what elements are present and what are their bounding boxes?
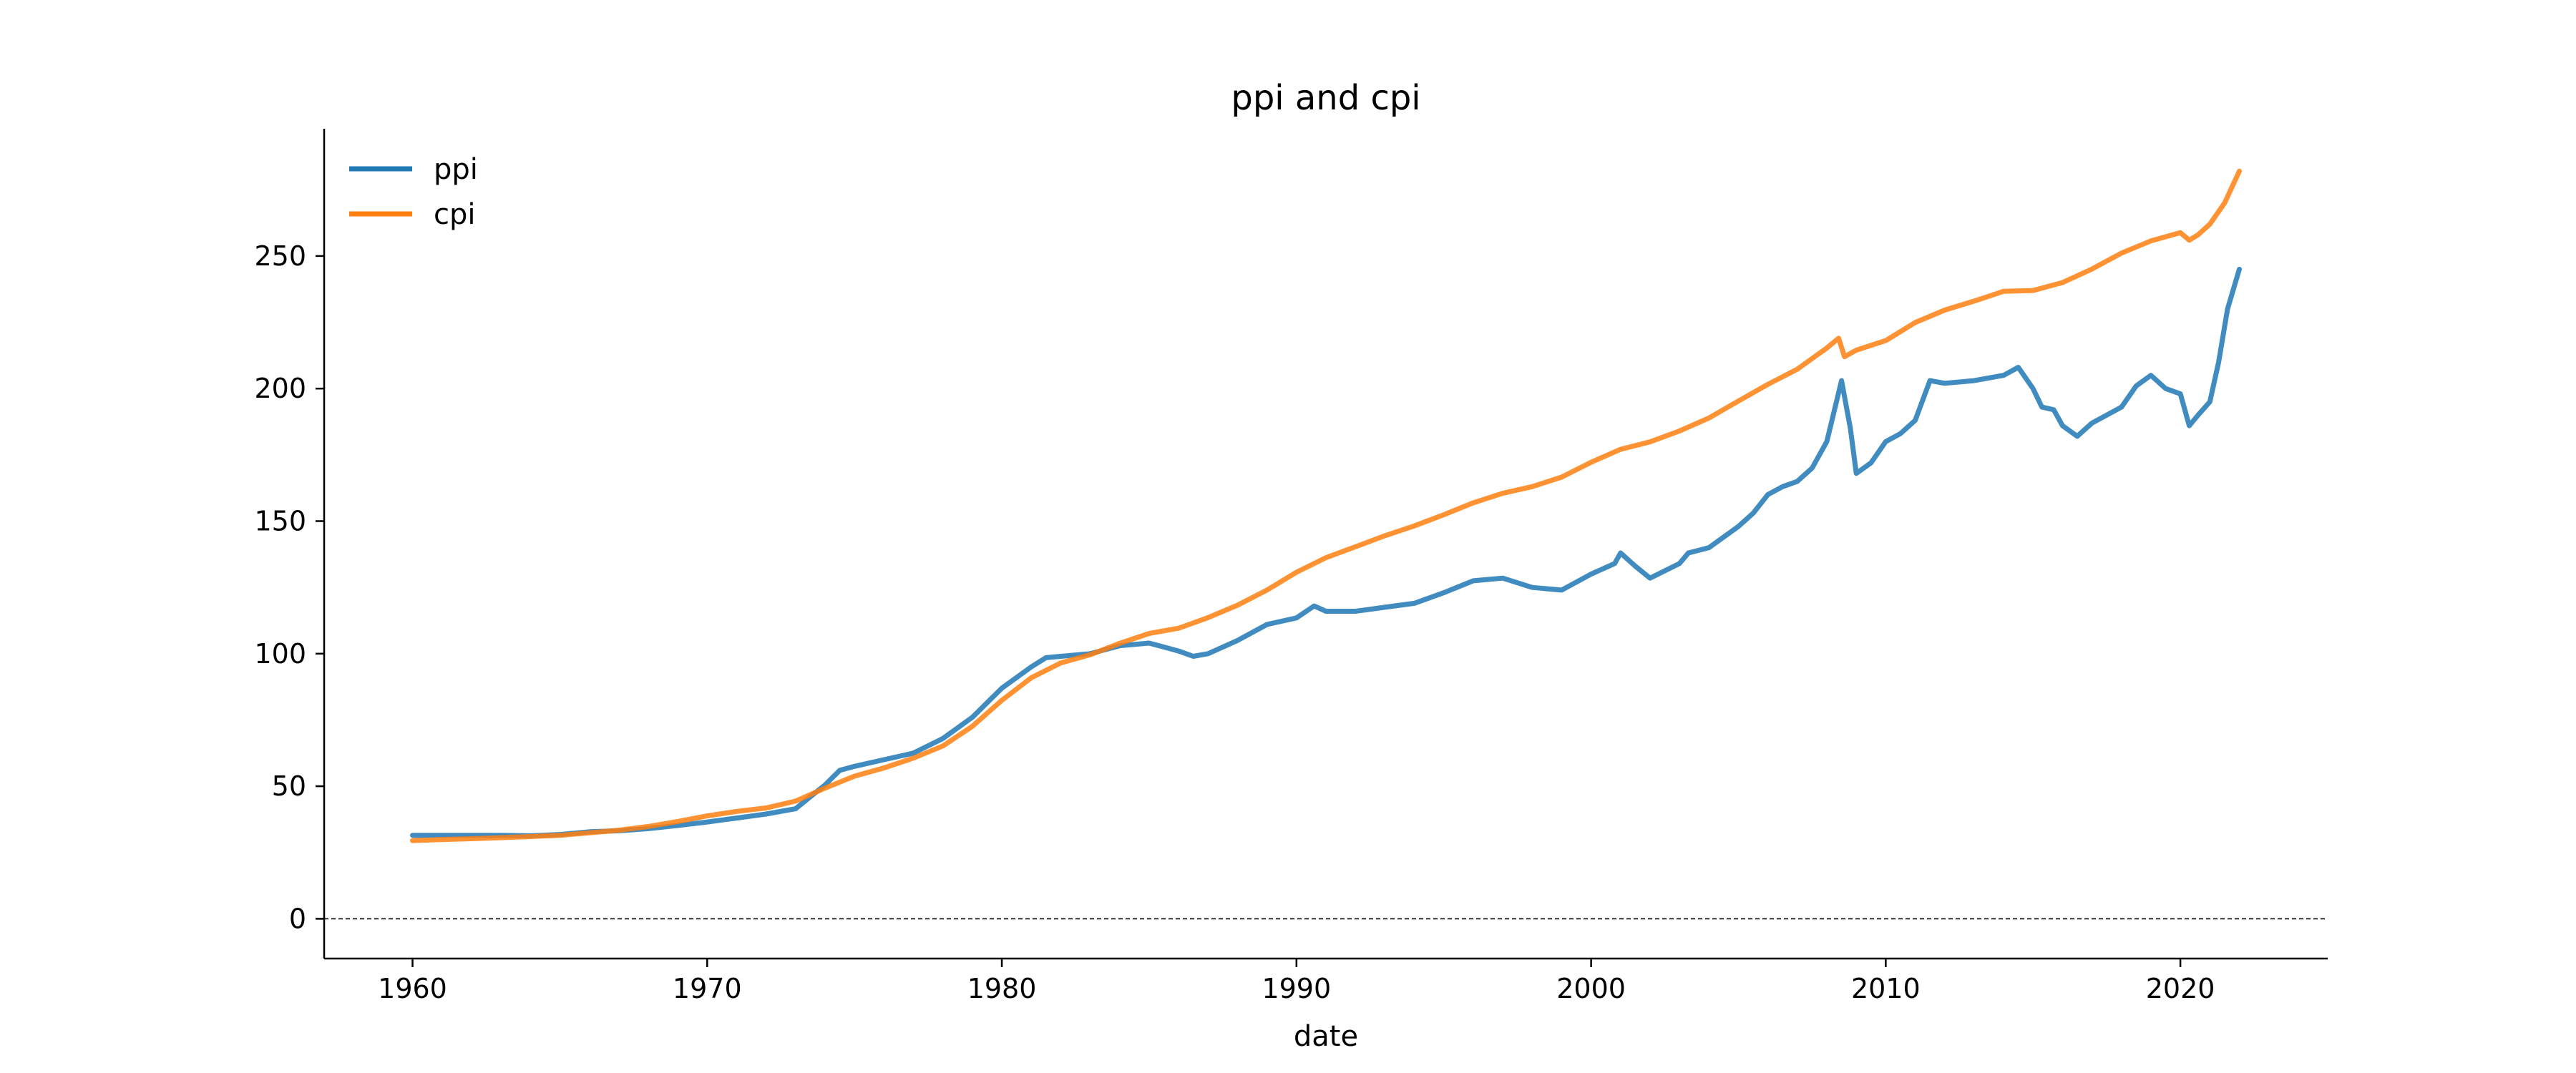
legend: ppi cpi	[349, 153, 478, 231]
x-axis-ticks: 1960 1970 1980 1990 2000 2010 2020	[378, 959, 2215, 1004]
x-tick-label: 2020	[2146, 973, 2215, 1004]
y-tick-label: 150	[254, 505, 306, 536]
chart-title: ppi and cpi	[1231, 78, 1420, 118]
legend-label-ppi: ppi	[434, 153, 478, 186]
series-line-ppi	[410, 266, 2242, 838]
x-tick-label: 1980	[967, 973, 1037, 1004]
y-tick-label: 200	[254, 373, 306, 404]
x-axis-label: date	[1294, 1020, 1358, 1053]
series-layer	[410, 168, 2242, 843]
x-tick-label: 1990	[1262, 973, 1331, 1004]
x-tick-label: 2010	[1851, 973, 1921, 1004]
x-tick-label: 2000	[1556, 973, 1626, 1004]
y-tick-label: 100	[254, 638, 306, 670]
y-tick-label: 50	[272, 770, 306, 802]
axes	[323, 129, 2328, 960]
y-tick-label: 0	[289, 903, 306, 934]
legend-label-cpi: cpi	[434, 198, 476, 231]
y-tick-label: 250	[254, 240, 306, 272]
x-tick-label: 1960	[378, 973, 447, 1004]
series-line-cpi	[410, 168, 2242, 843]
x-tick-label: 1970	[673, 973, 742, 1004]
y-axis-ticks: 0 50 100 150 200 250	[254, 240, 324, 934]
